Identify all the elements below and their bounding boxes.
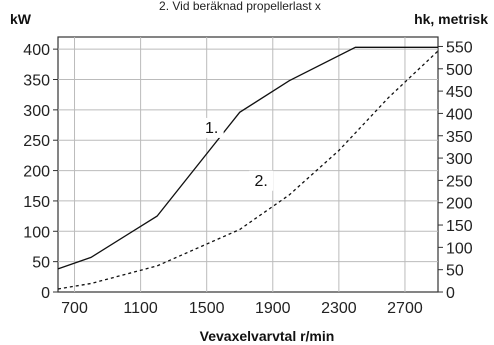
y-right-tick-label: 250	[446, 173, 473, 190]
x-tick-label: 1500	[189, 300, 225, 317]
y-left-tick-label: 200	[23, 164, 50, 181]
y-left-tick-label: 0	[41, 285, 50, 302]
y-left-tick-label: 400	[23, 42, 50, 59]
series-label-2: 2.	[255, 173, 268, 190]
y-right-tick-label: 100	[446, 240, 473, 257]
y-left-tick-label: 150	[23, 194, 50, 211]
y-left-axis-label: kW	[10, 11, 32, 27]
chart-caption: 2. Vid beräknad propellerlast x	[159, 0, 321, 13]
series-line-1	[57, 46, 438, 270]
y-left-tick-label: 300	[23, 103, 50, 120]
tick-layer: 700 1100 1500 1900 2300 270005010015020025030…	[23, 39, 473, 317]
x-axis-label: Vevaxelvarvtal r/min	[200, 328, 335, 344]
y-right-tick-label: 300	[446, 151, 473, 168]
x-tick-label: 1900	[255, 300, 291, 317]
y-right-tick-label: 0	[446, 285, 455, 302]
x-tick-label: 700	[61, 300, 88, 317]
y-right-axis-label: hk, metrisk	[414, 11, 488, 27]
y-left-tick-label: 350	[23, 73, 50, 90]
x-tick-label: 2700	[387, 300, 423, 317]
y-right-tick-label: 550	[446, 39, 473, 56]
series-line-2	[57, 50, 439, 290]
x-tick-label: 2300	[321, 300, 357, 317]
y-left-tick-label: 250	[23, 133, 50, 150]
plot-frame	[57, 36, 439, 293]
y-right-tick-label: 200	[446, 196, 473, 213]
y-right-tick-label: 50	[446, 263, 464, 280]
y-left-tick-label: 100	[23, 224, 50, 241]
y-right-tick-label: 400	[446, 106, 473, 123]
y-right-tick-label: 350	[446, 129, 473, 146]
y-right-tick-label: 500	[446, 62, 473, 79]
series-label-1: 1.	[205, 120, 218, 137]
grid-layer	[57, 36, 439, 293]
y-right-tick-label: 150	[446, 218, 473, 235]
series-layer	[57, 46, 439, 290]
y-right-tick-label: 450	[446, 84, 473, 101]
series-label-background	[249, 170, 274, 191]
x-tick-label: 1100	[123, 300, 158, 317]
series-label-background	[199, 117, 224, 138]
y-left-tick-label: 50	[32, 255, 50, 272]
